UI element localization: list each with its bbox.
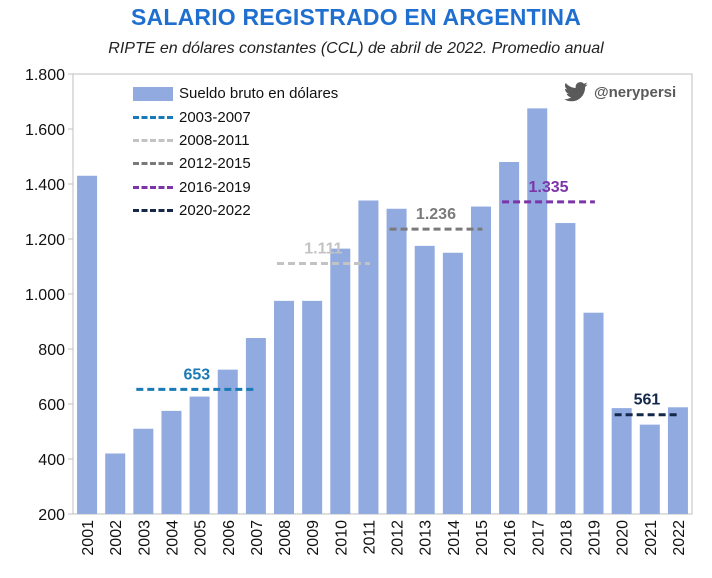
bar-2006 — [217, 369, 238, 514]
bar-2014 — [442, 252, 463, 514]
legend-dash — [133, 185, 173, 189]
y-tick-label: 600 — [38, 397, 65, 414]
bar-2020 — [611, 408, 632, 514]
x-tick-label: 2020 — [615, 520, 632, 556]
y-tick-label: 1.000 — [25, 287, 65, 304]
average-label-2016-2019: 1.335 — [528, 179, 568, 196]
x-tick-label: 2004 — [164, 520, 181, 556]
legend-item-2012-2015: 2012-2015 — [133, 152, 338, 175]
legend-dash — [133, 162, 173, 166]
average-label-2003-2007: 653 — [183, 366, 210, 383]
x-tick-label: 2003 — [136, 520, 153, 556]
bar-2012 — [386, 208, 407, 514]
x-tick-label: 2013 — [418, 520, 435, 556]
bar-2015 — [470, 206, 491, 515]
x-tick-label: 2019 — [587, 520, 604, 556]
bar-2007 — [245, 338, 266, 514]
bar-2011 — [358, 200, 379, 514]
legend-dash — [133, 209, 173, 213]
chart-title: SALARIO REGISTRADO EN ARGENTINA — [130, 4, 582, 30]
legend-item-sueldo: Sueldo bruto en dólares — [133, 82, 338, 105]
twitter-bird-icon — [564, 82, 588, 102]
bar-2004 — [161, 410, 182, 514]
x-tick-label: 2022 — [671, 520, 688, 556]
twitter-handle: @nerypersi — [564, 80, 676, 104]
x-tick-label: 2002 — [108, 520, 125, 556]
x-tick-label: 2017 — [530, 520, 547, 556]
legend-dash — [133, 138, 173, 142]
bar-2013 — [414, 245, 435, 514]
legend-label: Sueldo bruto en dólares — [179, 85, 339, 103]
bar-2005 — [189, 396, 210, 514]
y-tick-label: 800 — [38, 342, 65, 359]
bar-2002 — [105, 453, 126, 514]
bar-2009 — [302, 300, 323, 514]
bar-2019 — [583, 312, 604, 514]
handle-text: @nerypersi — [594, 83, 677, 101]
chart-subtitle: RIPTE en dólares constantes (CCL) de abr… — [108, 40, 604, 57]
x-tick-label: 2015 — [474, 520, 491, 556]
x-tick-label: 2012 — [390, 520, 407, 556]
y-tick-label: 1.600 — [25, 122, 65, 139]
bar-2001 — [77, 175, 98, 514]
y-tick-label: 400 — [38, 452, 65, 469]
x-tick-label: 2011 — [361, 520, 378, 555]
legend-item-2003-2007: 2003-2007 — [133, 105, 338, 128]
x-tick-label: 2010 — [333, 520, 350, 556]
x-tick-label: 2014 — [446, 520, 463, 556]
bar-2010 — [330, 248, 351, 514]
x-tick-label: 2018 — [558, 520, 575, 556]
bar-2022 — [667, 407, 688, 514]
x-tick-label: 2006 — [221, 520, 238, 556]
x-tick-label: 2008 — [277, 520, 294, 556]
x-tick-label: 2001 — [80, 520, 97, 556]
legend-dash — [133, 115, 173, 119]
y-tick-label: 1.200 — [25, 232, 65, 249]
bar-2008 — [274, 300, 295, 514]
bar-2021 — [639, 424, 660, 514]
legend-item-2020-2022: 2020-2022 — [133, 199, 338, 222]
x-tick-label: 2016 — [502, 520, 519, 556]
legend-label: 2003-2007 — [179, 108, 251, 126]
y-tick-label: 1.400 — [25, 177, 65, 194]
bar-2017 — [527, 108, 548, 514]
x-tick-label: 2005 — [193, 520, 210, 556]
y-tick-label: 1.800 — [25, 67, 65, 84]
bar-2018 — [555, 223, 576, 515]
x-tick-label: 2007 — [249, 520, 266, 556]
legend-label: 2020-2022 — [179, 202, 251, 220]
average-label-2012-2015: 1.236 — [416, 206, 456, 223]
legend-label: 2012-2015 — [179, 155, 251, 173]
bar-2003 — [133, 428, 154, 514]
bar-2016 — [499, 162, 520, 514]
chart-legend: Sueldo bruto en dólares 2003-2007 2008-2… — [133, 82, 338, 222]
legend-item-2008-2011: 2008-2011 — [133, 129, 338, 152]
average-label-2020-2022: 561 — [634, 392, 661, 409]
legend-swatch-bar — [133, 86, 173, 101]
y-tick-label: 200 — [38, 507, 65, 524]
average-label-2008-2011: 1.111 — [304, 240, 342, 257]
legend-label: 2016-2019 — [179, 178, 251, 196]
legend-item-2016-2019: 2016-2019 — [133, 176, 338, 199]
x-tick-label: 2009 — [305, 520, 322, 556]
x-tick-label: 2021 — [643, 520, 660, 556]
legend-label: 2008-2011 — [179, 131, 250, 149]
